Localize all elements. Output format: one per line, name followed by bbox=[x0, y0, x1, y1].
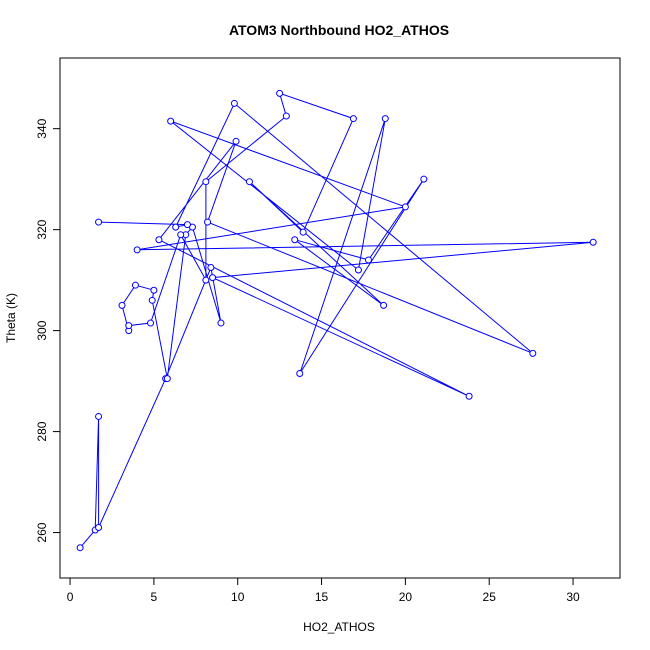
data-point bbox=[296, 370, 304, 378]
data-point bbox=[209, 274, 217, 282]
data-point bbox=[529, 349, 537, 357]
data-point bbox=[133, 246, 141, 254]
y-tick-label: 340 bbox=[35, 118, 49, 138]
plot-area-frame bbox=[59, 57, 621, 579]
data-point bbox=[204, 218, 212, 226]
y-tick-label: 260 bbox=[35, 522, 49, 542]
data-point bbox=[148, 296, 156, 304]
data-point bbox=[125, 322, 133, 330]
data-point bbox=[381, 115, 389, 123]
data-point bbox=[147, 319, 155, 327]
x-tick-label: 10 bbox=[231, 590, 245, 604]
data-point bbox=[207, 264, 215, 272]
series-line bbox=[79, 92, 594, 549]
data-point bbox=[349, 115, 357, 123]
data-point bbox=[76, 544, 84, 552]
series-layer bbox=[76, 89, 597, 552]
y-tick-label: 280 bbox=[35, 421, 49, 441]
data-point bbox=[401, 203, 409, 211]
y-axis: 260 280 300 320 340 bbox=[35, 118, 61, 543]
data-point bbox=[299, 228, 307, 236]
data-point bbox=[230, 99, 238, 107]
chart-title: ATOM3 Northbound HO2_ATHOS bbox=[229, 22, 449, 38]
data-point bbox=[420, 175, 428, 183]
data-point bbox=[232, 137, 240, 145]
data-point bbox=[282, 112, 290, 120]
data-point bbox=[163, 375, 171, 383]
data-point bbox=[95, 524, 103, 532]
data-point bbox=[276, 89, 284, 97]
x-axis-label: HO2_ATHOS bbox=[303, 620, 375, 634]
data-point bbox=[217, 319, 225, 327]
x-tick-label: 20 bbox=[399, 590, 413, 604]
data-point bbox=[354, 266, 362, 274]
x-axis: 0 5 10 15 20 25 30 bbox=[67, 577, 580, 604]
data-point bbox=[245, 178, 253, 186]
data-point bbox=[118, 301, 126, 309]
y-tick-label: 320 bbox=[35, 219, 49, 239]
data-point bbox=[380, 301, 388, 309]
x-tick-label: 15 bbox=[315, 590, 329, 604]
data-point bbox=[465, 392, 473, 400]
data-point bbox=[155, 236, 163, 244]
data-point bbox=[589, 238, 597, 246]
x-tick-label: 30 bbox=[566, 590, 580, 604]
data-point bbox=[95, 412, 103, 420]
data-point bbox=[95, 218, 103, 226]
x-tick-label: 0 bbox=[67, 590, 74, 604]
data-point bbox=[183, 221, 191, 229]
data-point bbox=[202, 178, 210, 186]
data-point bbox=[167, 117, 175, 125]
data-point bbox=[131, 281, 139, 289]
data-point bbox=[177, 231, 185, 239]
x-tick-label: 25 bbox=[483, 590, 497, 604]
data-point bbox=[172, 223, 180, 231]
data-point bbox=[202, 276, 210, 284]
y-axis-label: Theta (K) bbox=[4, 293, 18, 343]
x-tick-label: 5 bbox=[151, 590, 158, 604]
y-tick-label: 300 bbox=[35, 320, 49, 340]
data-point bbox=[150, 286, 158, 294]
data-point bbox=[365, 256, 373, 264]
data-point bbox=[291, 236, 299, 244]
